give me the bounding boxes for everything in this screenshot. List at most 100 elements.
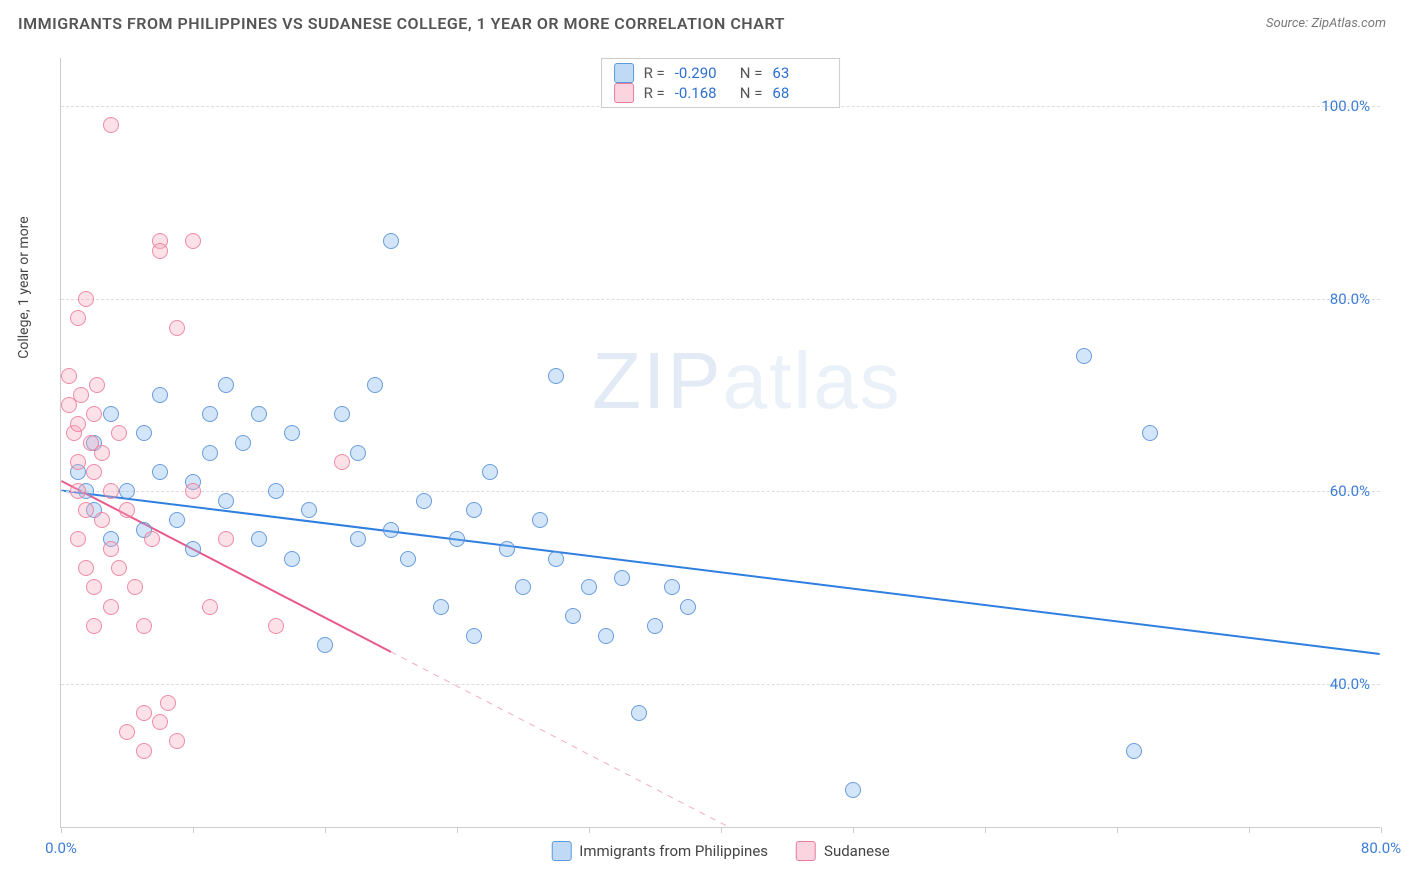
data-point <box>218 377 234 393</box>
r-label: R = <box>644 64 665 82</box>
legend-row: R =-0.168N =68 <box>614 83 828 103</box>
data-point <box>268 618 284 634</box>
data-point <box>416 493 432 509</box>
data-point <box>185 233 201 249</box>
data-point <box>334 406 350 422</box>
data-point <box>284 551 300 567</box>
data-point <box>111 560 127 576</box>
n-label: N = <box>740 64 763 82</box>
r-value: -0.290 <box>675 64 730 82</box>
data-point <box>86 618 102 634</box>
data-point <box>515 579 531 595</box>
data-point <box>433 599 449 615</box>
data-point <box>144 531 160 547</box>
legend-item: Immigrants from Philippines <box>551 841 768 861</box>
data-point <box>136 743 152 759</box>
data-point <box>78 502 94 518</box>
data-point <box>86 464 102 480</box>
data-point <box>565 608 581 624</box>
legend-label: Immigrants from Philippines <box>579 842 768 860</box>
data-point <box>845 782 861 798</box>
legend-label: Sudanese <box>824 842 890 860</box>
data-point <box>70 416 86 432</box>
data-point <box>350 445 366 461</box>
n-value: 68 <box>772 84 827 102</box>
data-point <box>581 579 597 595</box>
data-point <box>466 628 482 644</box>
legend-swatch <box>796 841 816 861</box>
data-point <box>136 705 152 721</box>
data-point <box>136 618 152 634</box>
data-point <box>136 425 152 441</box>
data-point <box>94 445 110 461</box>
x-tick <box>457 827 458 833</box>
x-tick-label: 0.0% <box>45 839 77 857</box>
data-point <box>152 714 168 730</box>
y-axis-label: College, 1 year or more <box>16 216 32 358</box>
data-point <box>548 551 564 567</box>
x-tick <box>1249 827 1250 833</box>
data-point <box>251 531 267 547</box>
data-point <box>218 531 234 547</box>
data-point <box>152 387 168 403</box>
n-value: 63 <box>772 64 827 82</box>
data-point <box>103 406 119 422</box>
y-tick-label: 100.0% <box>1321 97 1370 115</box>
data-point <box>169 320 185 336</box>
data-point <box>268 483 284 499</box>
series-legend: Immigrants from Philippines Sudanese <box>551 841 890 861</box>
data-point <box>367 377 383 393</box>
data-point <box>499 541 515 557</box>
chart-title: IMMIGRANTS FROM PHILIPPINES VS SUDANESE … <box>18 14 785 33</box>
data-point <box>1142 425 1158 441</box>
scatter-chart: ZIPatlas R =-0.290N =63R =-0.168N =68 Im… <box>60 58 1380 828</box>
legend-item: Sudanese <box>796 841 890 861</box>
data-point <box>202 445 218 461</box>
data-point <box>548 368 564 384</box>
data-point <box>334 454 350 470</box>
data-point <box>235 435 251 451</box>
y-tick-label: 60.0% <box>1330 482 1370 500</box>
data-point <box>1076 348 1092 364</box>
gridline <box>61 299 1380 300</box>
data-point <box>103 117 119 133</box>
x-tick <box>1117 827 1118 833</box>
data-point <box>73 387 89 403</box>
data-point <box>185 483 201 499</box>
data-point <box>317 637 333 653</box>
data-point <box>383 522 399 538</box>
x-tick <box>1381 827 1382 833</box>
x-tick <box>325 827 326 833</box>
watermark: ZIPatlas <box>592 335 901 427</box>
data-point <box>218 493 234 509</box>
data-point <box>169 733 185 749</box>
data-point <box>70 454 86 470</box>
data-point <box>86 579 102 595</box>
data-point <box>70 531 86 547</box>
data-point <box>664 579 680 595</box>
source-attribution: Source: ZipAtlas.com <box>1266 16 1386 31</box>
legend-swatch <box>614 83 634 103</box>
data-point <box>680 599 696 615</box>
y-tick-label: 40.0% <box>1330 675 1370 693</box>
trend-lines <box>61 58 1380 827</box>
x-tick <box>853 827 854 833</box>
data-point <box>152 243 168 259</box>
data-point <box>251 406 267 422</box>
x-tick <box>589 827 590 833</box>
data-point <box>103 483 119 499</box>
data-point <box>119 724 135 740</box>
data-point <box>350 531 366 547</box>
legend-swatch <box>551 841 571 861</box>
data-point <box>127 579 143 595</box>
data-point <box>152 464 168 480</box>
data-point <box>70 483 86 499</box>
data-point <box>1126 743 1142 759</box>
data-point <box>89 377 105 393</box>
gridline <box>61 684 1380 685</box>
x-tick <box>193 827 194 833</box>
legend-row: R = -0.290 N = 63 <box>614 63 828 83</box>
data-point <box>449 531 465 547</box>
data-point <box>119 502 135 518</box>
data-point <box>202 406 218 422</box>
